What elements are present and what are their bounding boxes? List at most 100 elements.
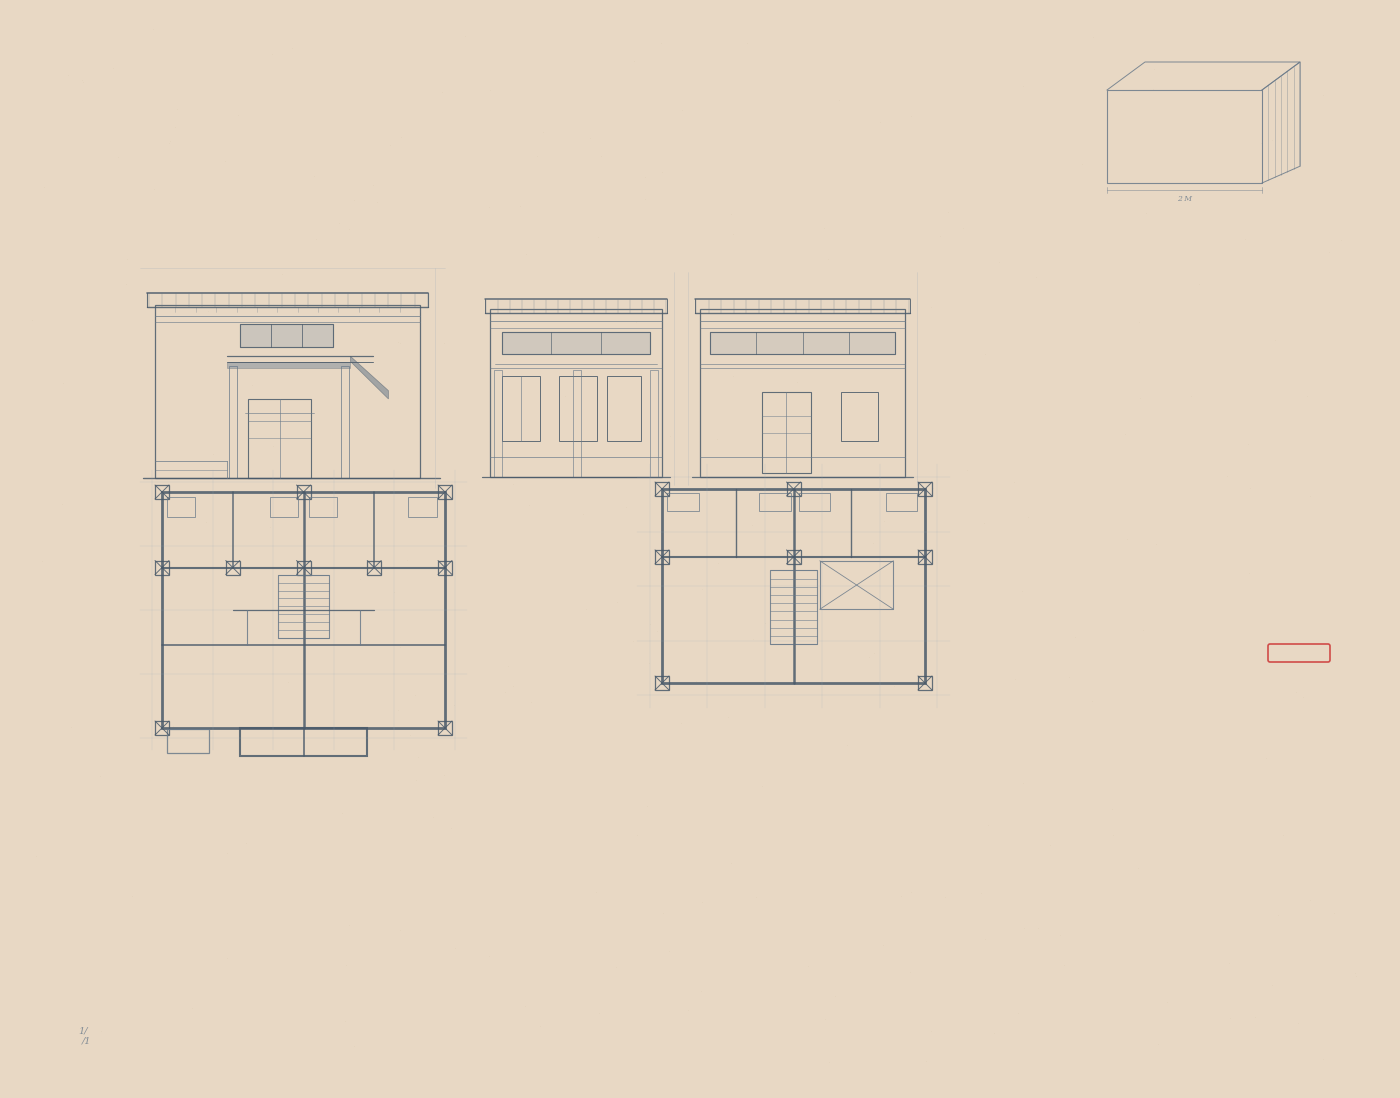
Point: [90, 1022, 112, 1040]
Point: [787, 373, 809, 391]
Bar: [248, 399, 311, 478]
Point: [444, 939, 466, 956]
Point: [389, 921, 412, 939]
Point: [1238, 564, 1260, 582]
Point: [433, 766, 455, 784]
Point: [640, 615, 662, 632]
Point: [382, 583, 405, 601]
Point: [874, 512, 896, 529]
Point: [554, 388, 577, 405]
Point: [363, 177, 385, 194]
Bar: [573, 370, 581, 477]
Polygon shape: [350, 357, 388, 399]
Point: [31, 552, 53, 570]
Point: [1323, 904, 1345, 921]
Point: [575, 600, 598, 617]
Bar: [494, 370, 503, 477]
Text: 1/: 1/: [78, 1026, 87, 1035]
Point: [753, 615, 776, 632]
Point: [1147, 1035, 1169, 1053]
Bar: [155, 560, 169, 574]
Point: [162, 717, 185, 735]
Point: [645, 623, 668, 640]
Point: [930, 226, 952, 244]
Point: [216, 844, 238, 862]
Point: [302, 167, 325, 184]
Point: [115, 276, 137, 293]
Point: [916, 1052, 938, 1069]
Point: [343, 191, 365, 209]
Bar: [662, 489, 925, 683]
Point: [405, 686, 427, 704]
Point: [1081, 27, 1103, 45]
Point: [349, 571, 371, 589]
Point: [1011, 582, 1033, 600]
Point: [1064, 628, 1086, 646]
Point: [1330, 231, 1352, 248]
Point: [591, 147, 613, 165]
Point: [605, 957, 627, 975]
Point: [1219, 1009, 1242, 1027]
Point: [818, 250, 840, 268]
Point: [365, 193, 388, 211]
Point: [1260, 131, 1282, 148]
Point: [25, 847, 48, 864]
Point: [676, 1001, 699, 1019]
Point: [669, 715, 692, 732]
Point: [234, 298, 256, 315]
Bar: [503, 332, 650, 354]
Point: [120, 887, 143, 905]
Point: [690, 580, 713, 597]
Point: [1016, 507, 1039, 525]
Point: [270, 266, 293, 283]
Bar: [787, 550, 801, 564]
Point: [1218, 954, 1240, 972]
Point: [491, 461, 514, 479]
Point: [386, 701, 409, 718]
Point: [503, 475, 525, 493]
Bar: [297, 560, 311, 574]
Point: [1317, 244, 1340, 261]
Point: [1012, 774, 1035, 792]
Point: [1039, 836, 1061, 853]
Point: [52, 374, 74, 392]
Point: [658, 427, 680, 445]
Bar: [787, 482, 801, 496]
Bar: [700, 310, 904, 477]
Point: [305, 231, 328, 248]
Point: [973, 515, 995, 533]
Bar: [438, 485, 452, 498]
Point: [622, 631, 644, 649]
Point: [71, 72, 94, 90]
Bar: [308, 497, 337, 517]
Bar: [650, 370, 658, 477]
Point: [388, 334, 410, 351]
Point: [1053, 956, 1075, 974]
Bar: [490, 310, 662, 477]
Bar: [918, 550, 932, 564]
Point: [900, 108, 923, 125]
Point: [421, 808, 444, 826]
Point: [1215, 467, 1238, 484]
Point: [195, 514, 217, 531]
Point: [969, 884, 991, 901]
Point: [293, 578, 315, 595]
Point: [1344, 964, 1366, 982]
Point: [281, 38, 304, 56]
Bar: [225, 560, 239, 574]
Point: [532, 124, 554, 142]
Point: [1254, 749, 1277, 766]
Point: [973, 346, 995, 363]
Point: [920, 299, 942, 316]
Point: [227, 107, 249, 124]
Point: [399, 726, 421, 743]
Point: [973, 930, 995, 948]
Point: [529, 1017, 552, 1034]
Point: [328, 214, 350, 232]
Bar: [155, 485, 169, 498]
Point: [1058, 668, 1081, 685]
Point: [337, 916, 360, 933]
Point: [1261, 977, 1284, 995]
Point: [143, 180, 165, 198]
Point: [396, 551, 419, 569]
